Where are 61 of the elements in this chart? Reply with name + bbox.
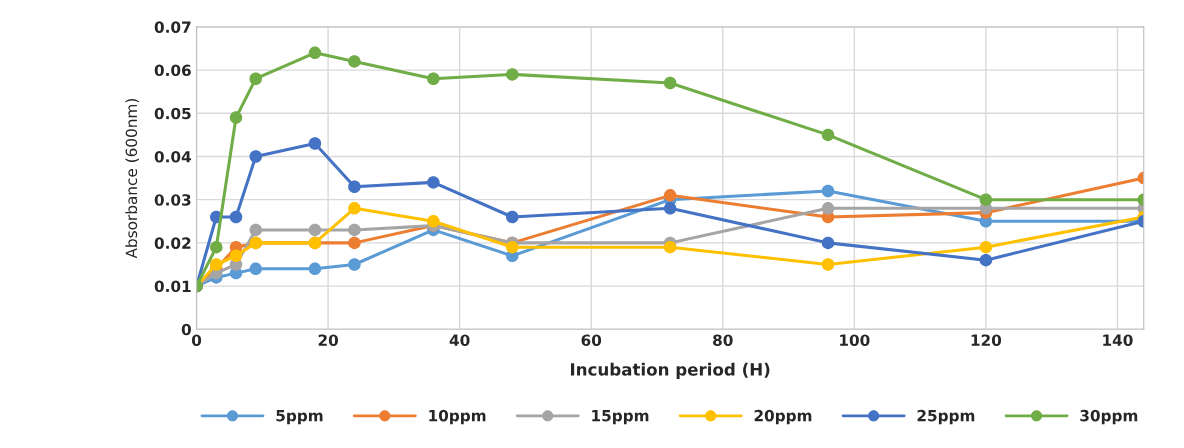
y-tick-label: 0.06 bbox=[154, 64, 191, 77]
point bbox=[427, 176, 440, 189]
point bbox=[821, 258, 835, 271]
legend-label: 10ppm bbox=[429, 409, 486, 425]
legend-label: 5ppm bbox=[276, 410, 323, 425]
point bbox=[821, 128, 835, 142]
point bbox=[229, 249, 243, 263]
point bbox=[210, 258, 223, 271]
y-tick-label: 0.01 bbox=[154, 280, 191, 293]
x-tick-label: 20 bbox=[318, 334, 338, 346]
point bbox=[348, 202, 361, 215]
point bbox=[308, 46, 322, 60]
point bbox=[249, 262, 262, 276]
x-tick-label: 40 bbox=[449, 334, 470, 346]
legend-label: 15ppm bbox=[592, 410, 649, 425]
x-tick-label: 140 bbox=[1103, 334, 1133, 346]
y-tick-label: 0.02 bbox=[154, 237, 191, 249]
legend-label: 20ppm bbox=[754, 409, 812, 425]
x-tick-label: 0 bbox=[191, 334, 202, 346]
y-tick-label: 0.07 bbox=[154, 21, 191, 33]
point bbox=[427, 215, 440, 228]
point bbox=[427, 72, 440, 85]
point bbox=[229, 210, 243, 224]
point bbox=[979, 240, 993, 254]
point bbox=[663, 240, 677, 254]
legend-label: 25ppm bbox=[917, 409, 975, 425]
point bbox=[663, 202, 677, 215]
point bbox=[348, 223, 361, 237]
y-tick-label: 0 bbox=[181, 323, 191, 336]
point bbox=[979, 193, 993, 206]
point bbox=[308, 262, 322, 276]
x-axis-title: Incubation period (H) bbox=[571, 362, 770, 379]
y-tick-label: 0.04 bbox=[154, 150, 191, 163]
point bbox=[663, 76, 677, 90]
point bbox=[348, 180, 361, 193]
y-tick-label: 0.05 bbox=[154, 107, 191, 120]
y-axis-title: Absorbance (600nm) bbox=[125, 99, 139, 259]
point bbox=[249, 223, 262, 237]
point bbox=[348, 258, 361, 271]
point bbox=[821, 236, 835, 250]
point bbox=[210, 240, 223, 254]
point bbox=[249, 150, 262, 163]
point bbox=[249, 72, 262, 85]
legend-label: 30ppm bbox=[1080, 409, 1138, 425]
point bbox=[821, 184, 835, 198]
point bbox=[663, 189, 677, 202]
y-tick-label: 0.03 bbox=[154, 194, 191, 206]
point bbox=[821, 202, 835, 215]
point bbox=[506, 210, 519, 224]
point bbox=[506, 240, 519, 254]
point bbox=[348, 236, 361, 250]
point bbox=[308, 223, 322, 237]
point bbox=[308, 137, 322, 150]
x-tick-label: 100 bbox=[840, 334, 870, 346]
point bbox=[229, 111, 243, 124]
point bbox=[979, 253, 993, 267]
x-tick-label: 120 bbox=[971, 334, 1002, 346]
point bbox=[348, 55, 361, 68]
x-tick-label: 60 bbox=[581, 334, 602, 346]
x-tick-label: 80 bbox=[713, 334, 733, 346]
point bbox=[506, 68, 519, 81]
